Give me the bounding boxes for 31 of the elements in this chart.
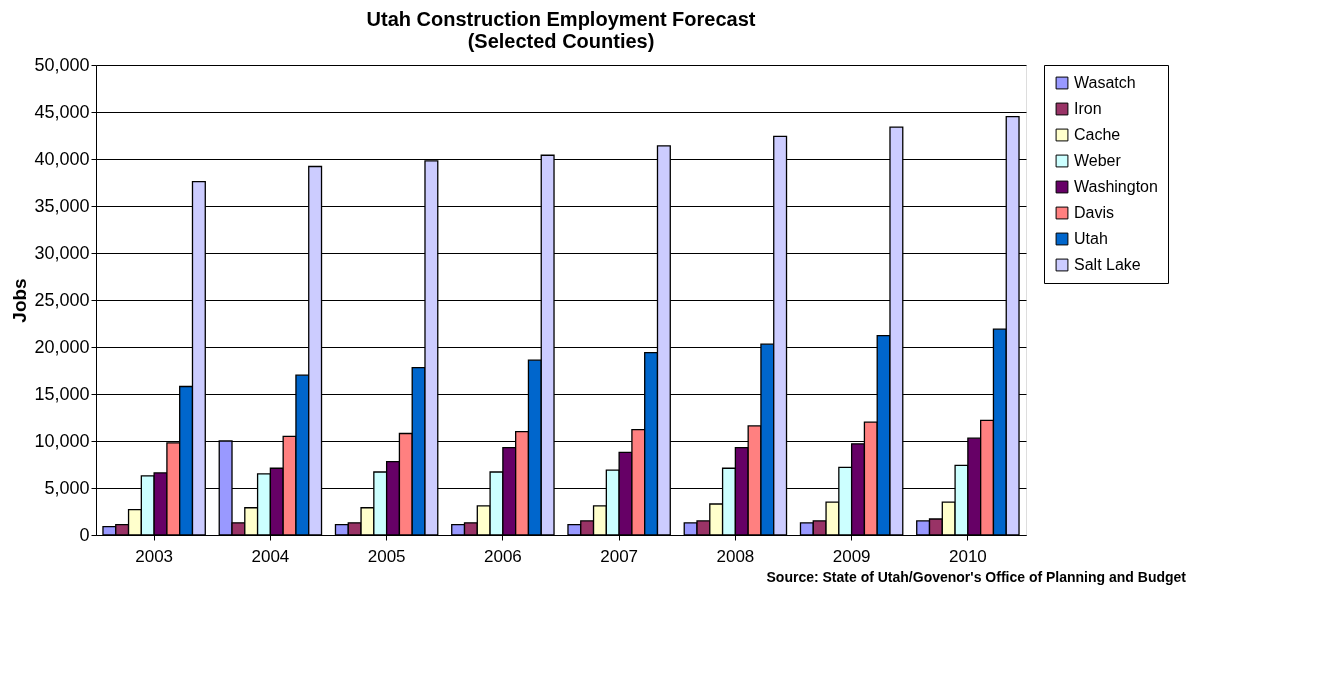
x-tick-label: 2010 bbox=[948, 546, 987, 566]
y-tick-label: 50,000 bbox=[34, 54, 90, 75]
legend-label: Cache bbox=[1074, 126, 1121, 143]
legend-label: Davis bbox=[1074, 204, 1115, 221]
legend-label: Weber bbox=[1074, 152, 1122, 169]
y-tick-label: 30,000 bbox=[34, 242, 90, 263]
x-tick-label: 2003 bbox=[135, 546, 174, 566]
y-tick-label: 5,000 bbox=[44, 477, 90, 498]
legend-label: Salt Lake bbox=[1074, 256, 1141, 273]
text: Utah Construction Employment Forecast bbox=[366, 8, 756, 30]
x-tick-label: 2005 bbox=[367, 546, 406, 566]
x-tick-label: 2009 bbox=[832, 546, 871, 566]
y-tick-label: 25,000 bbox=[34, 289, 90, 310]
x-tick-label: 2007 bbox=[600, 546, 639, 566]
legend-label: Washington bbox=[1074, 178, 1158, 195]
x-tick-label: 2004 bbox=[251, 546, 290, 566]
y-tick-label: 35,000 bbox=[34, 195, 90, 216]
y-tick-label: 15,000 bbox=[34, 383, 90, 404]
legend-label: Utah bbox=[1074, 230, 1108, 247]
y-axis-title: Jobs bbox=[9, 278, 31, 323]
y-tick-label: 10,000 bbox=[34, 430, 90, 451]
legend-label: Wasatch bbox=[1074, 74, 1136, 91]
y-tick-label: 45,000 bbox=[34, 101, 90, 122]
source-note: Source: State of Utah/Govenor's Office of Planning and Budget bbox=[766, 569, 1187, 585]
x-tick-label: 2008 bbox=[716, 546, 755, 566]
y-tick-label: 20,000 bbox=[34, 336, 90, 357]
y-tick-label: 40,000 bbox=[34, 148, 90, 169]
x-tick-label: 2006 bbox=[483, 546, 522, 566]
legend-label: Iron bbox=[1074, 100, 1102, 117]
y-tick-label: 0 bbox=[79, 524, 90, 545]
text: (Selected Counties) bbox=[467, 30, 655, 52]
